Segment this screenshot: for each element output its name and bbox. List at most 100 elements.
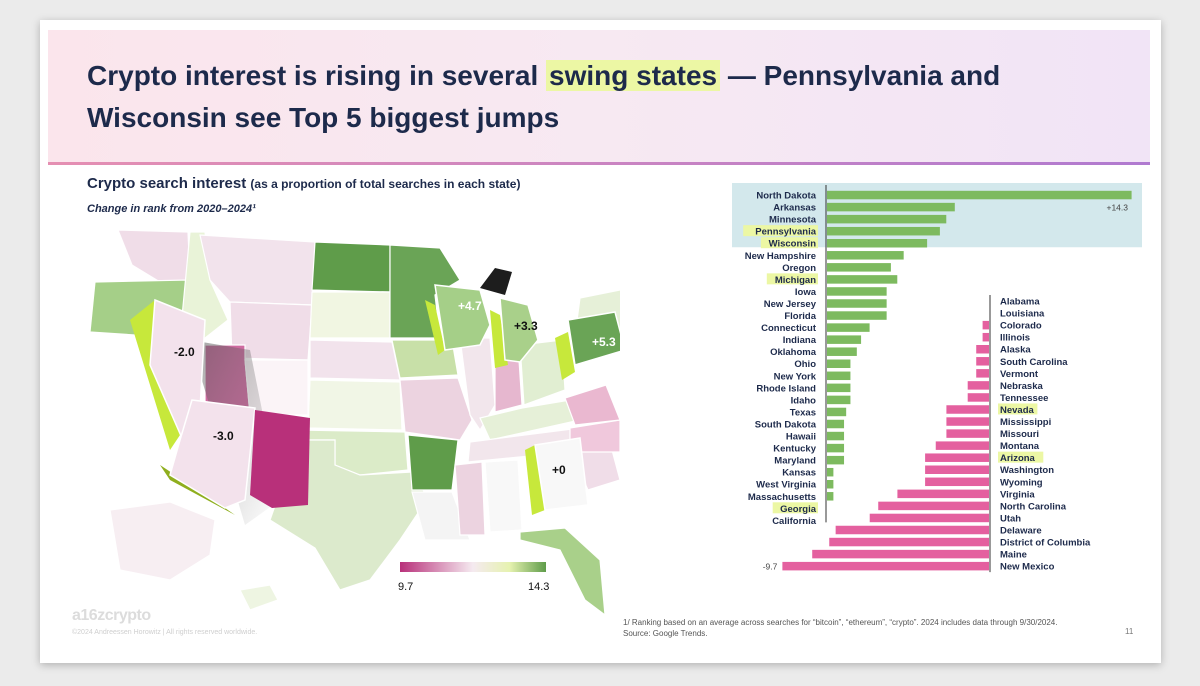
bar-maryland	[827, 455, 845, 465]
copyright-notice: ©2024 Andreessen Horowitz | All rights r…	[72, 629, 258, 636]
state-virginia	[564, 384, 620, 426]
bar-hawaii	[827, 431, 845, 441]
bar-label-virginia: Virginia	[1000, 489, 1035, 500]
bar-label-idaho: Idaho	[791, 395, 817, 406]
bar-vermont	[976, 369, 989, 378]
state-new-mexico	[250, 410, 310, 508]
bar-label-michigan: Michigan	[775, 275, 816, 286]
bar-north-dakota	[827, 190, 1132, 200]
bar-label-minnesota: Minnesota	[769, 215, 817, 226]
bar-label-new-york: New York	[774, 371, 817, 382]
label-highlight-michigan	[766, 273, 818, 285]
bar-label-illinois: Illinois	[1000, 333, 1030, 344]
bar-oklahoma	[827, 347, 857, 356]
footnote-source: Source: Google Trends.	[623, 629, 708, 638]
title-highlight: swing states	[546, 60, 721, 91]
bar-idaho	[827, 395, 851, 405]
bar-label-kansas: Kansas	[782, 468, 816, 479]
bar-label-north-dakota: North Dakota	[756, 191, 816, 202]
state-mississippi	[454, 461, 486, 536]
bar-label-arkansas: Arkansas	[773, 203, 816, 214]
bar-label-kentucky: Kentucky	[773, 444, 816, 455]
state-arizona	[169, 399, 256, 509]
us-choropleth-map: -2.0 -3.0 +4.7 +3.3 +5.3 +0 9.7 14.3	[89, 229, 620, 615]
bar-pennsylvania	[827, 226, 940, 236]
bar-delaware	[835, 525, 989, 535]
georgia-extrusion	[525, 445, 545, 515]
bar-iowa	[827, 287, 887, 296]
bar-colorado	[982, 320, 989, 330]
bar-maine	[812, 549, 989, 559]
bar-montana	[935, 441, 989, 450]
bar-new-jersey	[827, 299, 887, 308]
bar-label-washington: Washington	[1000, 465, 1054, 476]
footnote-ranking: 1/ Ranking based on an average across se…	[623, 618, 1058, 627]
bar-nebraska	[967, 381, 989, 390]
bar-label-wisconsin: Wisconsin	[769, 239, 817, 250]
map-title-note: (as a proportion of total searches in ea…	[250, 177, 521, 191]
bar-wyoming	[925, 477, 989, 487]
label-highlight-pennsylvania	[743, 225, 818, 237]
title-part-2: — Pennsylvania and Wisconsin see Top 5 b…	[87, 60, 1001, 133]
callout-georgia: +0	[552, 463, 566, 477]
bar-illinois	[982, 332, 989, 342]
legend-min-label: 9.7	[398, 581, 413, 593]
state-ohio	[519, 339, 566, 406]
bar-mississippi	[946, 417, 989, 426]
bar-label-florida: Florida	[784, 311, 816, 322]
bar-label-alabama: Alabama	[1000, 297, 1040, 308]
bar-arizona	[925, 453, 989, 462]
bar-label-maryland: Maryland	[774, 456, 816, 467]
map-title-main: Crypto search interest	[87, 175, 247, 192]
bar-utah	[869, 513, 989, 523]
state-missouri	[399, 377, 473, 441]
page-number: 11	[1125, 627, 1134, 636]
header-band	[48, 30, 1150, 163]
bar-label-missouri: Missouri	[1000, 429, 1039, 440]
bar-oregon	[827, 263, 891, 272]
state-kansas	[307, 379, 403, 431]
header-divider	[48, 162, 1150, 165]
bar-label-texas: Texas	[790, 407, 816, 418]
footnote: 1/ Ranking based on an average across se…	[623, 617, 1057, 639]
michigan-extrusion	[490, 310, 508, 368]
bar-west-virginia	[827, 480, 834, 489]
callout-arizona: -3.0	[213, 429, 234, 443]
bar-florida	[827, 311, 887, 320]
bar-label-louisiana: Louisiana	[1000, 309, 1045, 320]
swing-state-extrusions	[130, 268, 620, 525]
bar-label-mississippi: Mississippi	[1000, 417, 1051, 428]
state-alabama	[484, 459, 523, 533]
bar-massachusetts	[827, 492, 834, 501]
bar-new-york	[827, 371, 851, 381]
bar-label-south-dakota: South Dakota	[755, 419, 817, 430]
map-title: Crypto search interest (as a proportion …	[87, 175, 520, 192]
bar-tennessee	[967, 393, 989, 402]
bar-label-utah: Utah	[1000, 513, 1021, 524]
bar-label-new-hampshire: New Hampshire	[745, 251, 816, 262]
bar-label-new-mexico: New Mexico	[1000, 562, 1055, 573]
bar-label-vermont: Vermont	[1000, 369, 1039, 380]
color-legend-bar	[400, 562, 546, 572]
state-minnesota	[389, 244, 461, 339]
state-texas	[269, 439, 429, 591]
label-highlight-georgia	[772, 502, 818, 514]
map-subtitle: Change in rank from 2020–2024¹	[87, 203, 256, 215]
rank-change-bar-chart: North DakotaArkansasMinnesotaPennsylvani…	[732, 183, 1142, 573]
bar-label-montana: Montana	[1000, 441, 1040, 452]
bar-kentucky	[827, 443, 845, 453]
bar-label-south-carolina: South Carolina	[1000, 357, 1068, 368]
state-florida	[519, 527, 606, 615]
state-hawaii	[239, 584, 279, 611]
bar-north-carolina	[878, 501, 989, 511]
map-callout-labels: -2.0 -3.0 +4.7 +3.3 +5.3 +0	[174, 299, 616, 477]
bar-max-value-label: +14.3	[1106, 203, 1128, 213]
state-pennsylvania	[567, 311, 620, 366]
bar-label-oregon: Oregon	[782, 263, 816, 274]
callout-wisconsin: +4.7	[458, 299, 482, 313]
bar-min-value-label: -9.7	[763, 562, 778, 572]
bar-label-new-jersey: New Jersey	[764, 299, 817, 310]
bar-minnesota	[827, 214, 947, 224]
state-arkansas	[407, 434, 459, 491]
bar-label-delaware: Delaware	[1000, 525, 1042, 536]
